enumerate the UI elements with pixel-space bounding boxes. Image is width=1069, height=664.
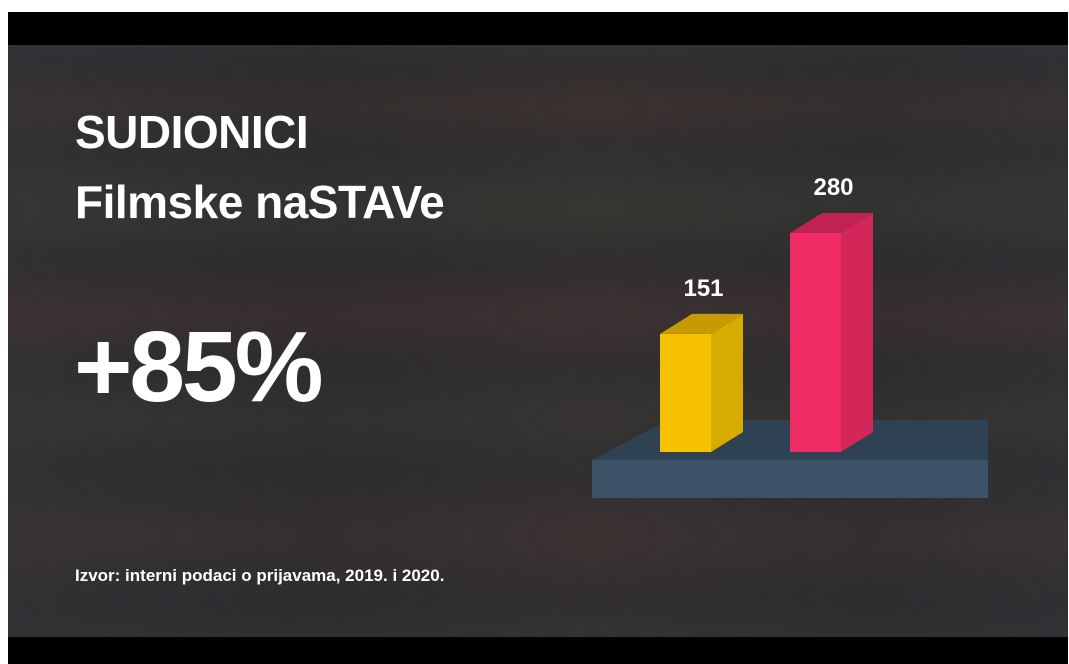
growth-percentage: +85% [74,311,324,423]
title-line-1: SUDIONICI [75,106,309,158]
bar-1 [660,313,743,452]
bar-2-top [790,213,873,233]
video-frame: SUDIONICI Filmske naSTAVe +85% Izvor: in… [8,12,1068,664]
source-note: Izvor: interni podaci o prijavama, 2019.… [75,566,445,585]
chart-bars [660,213,873,452]
title-line-2: Filmske naSTAVe [75,176,445,228]
bar-2 [790,213,873,452]
data-label-1: 151 [683,275,723,302]
blurred-background [8,45,1068,637]
bar-1-top [660,313,743,334]
bar-2-front [790,233,841,452]
chart-platform-front [592,460,988,498]
chart-data-labels: 151 280 [683,174,853,302]
bar-1-side [711,313,743,452]
bar-chart: 151 280 [592,174,988,498]
bar-2-side [841,213,873,452]
data-label-2: 280 [813,174,853,201]
video-content: SUDIONICI Filmske naSTAVe +85% Izvor: in… [8,45,1068,637]
bar-1-front [660,333,711,452]
